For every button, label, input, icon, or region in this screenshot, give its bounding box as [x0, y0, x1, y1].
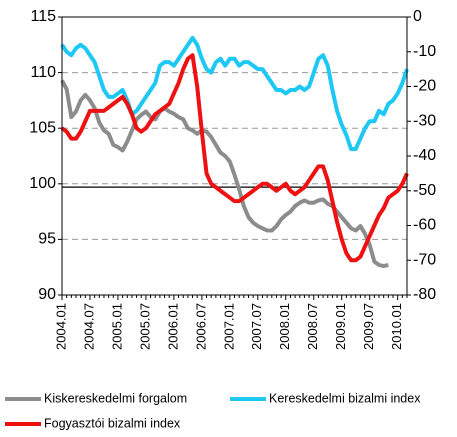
y-tick-label: 95	[38, 231, 56, 248]
y2-tick-label: -80	[413, 286, 436, 303]
x-tick-label: 2008.07	[305, 303, 320, 350]
y-tick-label: 90	[38, 286, 56, 303]
y2-tick-label: -40	[413, 147, 436, 164]
series-line	[60, 35, 409, 152]
x-tick-label: 2005.07	[137, 303, 152, 350]
x-tick-label: 2005.01	[109, 303, 124, 350]
x-tick-label: 2007.01	[221, 303, 236, 350]
x-tick-label: 2009.01	[333, 303, 348, 350]
x-tick-label: 2006.01	[165, 303, 180, 350]
plot-frame	[61, 16, 408, 296]
y-tick-label: 100	[29, 175, 56, 192]
y-tick-label: 115	[30, 8, 56, 25]
x-tick-label: 2010.01	[389, 303, 404, 350]
y-tick-label: 105	[29, 119, 56, 136]
legend-label: Kiskereskedelmi forgalom	[44, 391, 187, 405]
x-tick-label: 2006.07	[193, 303, 208, 350]
legend-label: Fogyasztói bizalmi index	[44, 416, 181, 430]
y-tick-label: 110	[30, 64, 56, 81]
x-tick-label: 2007.07	[249, 303, 264, 350]
x-tick-label: 2009.07	[361, 303, 376, 350]
y2-tick-label: -30	[413, 112, 436, 129]
series-line	[60, 53, 409, 263]
legend-label: Kereskedelmi bizalmi index	[269, 391, 421, 405]
y2-tick-label: -20	[413, 78, 436, 95]
y2-tick-label: 0	[413, 8, 422, 25]
y2-tick-label: -10	[413, 43, 436, 60]
y2-tick-label: -70	[413, 251, 436, 268]
x-tick-label: 2004.07	[81, 303, 96, 350]
y2-tick-label: -50	[413, 182, 436, 199]
x-tick-label: 2004.01	[53, 303, 68, 350]
x-tick-label: 2008.01	[277, 303, 292, 350]
y2-tick-label: -60	[413, 217, 436, 234]
